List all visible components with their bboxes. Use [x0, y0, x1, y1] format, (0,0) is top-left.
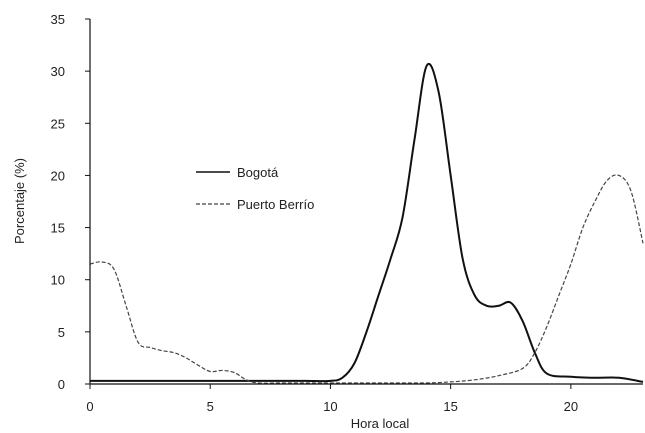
y-tick-label: 5 — [58, 325, 65, 340]
series-line-bogota — [90, 63, 644, 383]
axes — [89, 19, 643, 385]
x-tick-label: 0 — [86, 399, 93, 414]
legend: Bogotá Puerto Berrío — [196, 165, 314, 212]
y-axis-title: Porcentaje (%) — [12, 158, 27, 244]
y-tick-label: 15 — [51, 221, 65, 236]
x-axis-title: Hora local — [351, 416, 410, 431]
x-tick-label: 15 — [443, 399, 457, 414]
x-axis-ticks: 0 5 10 15 20 — [86, 384, 578, 414]
legend-label-puerto-berrio: Puerto Berrío — [237, 197, 314, 212]
y-axis-ticks: 0 5 10 15 20 25 30 35 — [51, 12, 90, 392]
plot-area — [89, 63, 644, 384]
series-line-puerto-berrio — [89, 174, 644, 384]
x-tick-label: 20 — [564, 399, 578, 414]
legend-label-bogota: Bogotá — [237, 165, 279, 180]
x-tick-label: 5 — [207, 399, 214, 414]
y-tick-label: 10 — [51, 273, 65, 288]
y-tick-label: 0 — [58, 377, 65, 392]
y-tick-label: 25 — [51, 116, 65, 131]
y-tick-label: 30 — [51, 64, 65, 79]
x-tick-label: 10 — [323, 399, 337, 414]
y-tick-label: 20 — [51, 168, 65, 183]
y-tick-label: 35 — [51, 12, 65, 27]
